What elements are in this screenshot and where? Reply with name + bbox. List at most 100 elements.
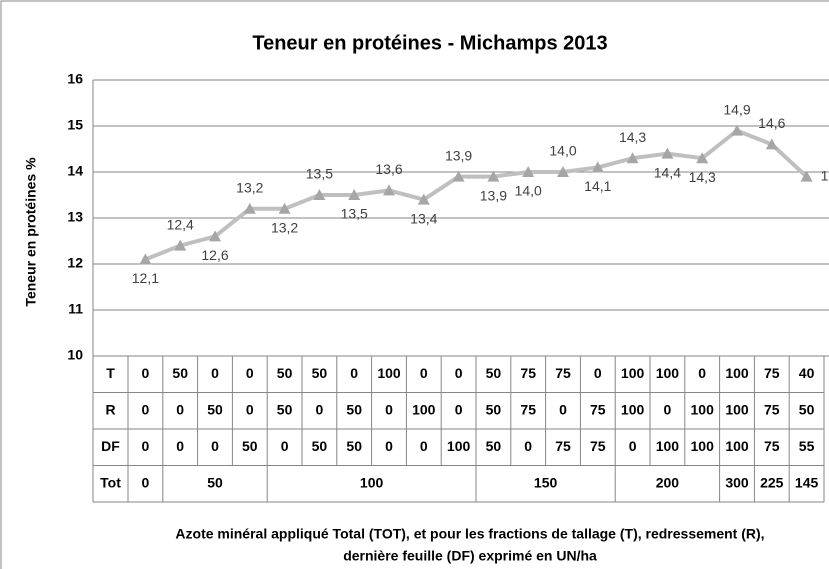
data-label: 14,1 [584, 178, 611, 194]
table-cell: 100 [412, 401, 436, 417]
marker [800, 170, 813, 182]
table-cell: 100 [656, 438, 680, 454]
table-total: 145 [795, 474, 819, 490]
data-label: 14,9 [723, 101, 750, 117]
table-cell: 50 [486, 401, 502, 417]
marker [626, 152, 639, 164]
row-label: T [106, 365, 115, 381]
marker [487, 170, 500, 182]
data-label: 13,5 [306, 166, 333, 182]
table-cell: 0 [142, 365, 150, 381]
data-label: 13,4 [410, 210, 437, 226]
table-cell: 0 [211, 438, 219, 454]
marker [348, 189, 361, 200]
table-cell: 0 [350, 365, 358, 381]
data-label: 13,5 [341, 206, 368, 222]
table-cell: 0 [594, 365, 602, 381]
table-cell: 50 [486, 438, 502, 454]
table-cell: 55 [799, 438, 815, 454]
marker [174, 239, 187, 251]
table-cell: 0 [385, 401, 393, 417]
data-label: 14,0 [515, 183, 542, 199]
table-cell: 0 [698, 365, 706, 381]
data-label: 13,9 [445, 147, 472, 163]
table-cell: 0 [559, 401, 567, 417]
table-cell: 0 [629, 438, 637, 454]
table-cell: 0 [176, 438, 184, 454]
table-cell: 50 [346, 401, 362, 417]
table-cell: 75 [520, 365, 536, 381]
table-cell: 0 [420, 365, 428, 381]
data-label: 12,4 [167, 216, 194, 232]
table-cell: 50 [312, 438, 328, 454]
table-total: 150 [534, 474, 558, 490]
table-cell: 100 [621, 401, 645, 417]
table-cell: 75 [590, 401, 606, 417]
chart-title: Teneur en protéines - Michamps 2013 [252, 32, 607, 54]
data-label: 12,1 [132, 270, 159, 286]
table-cell: 100 [656, 365, 680, 381]
table-cell: 0 [281, 438, 289, 454]
marker [313, 189, 326, 200]
table-cell: 75 [555, 365, 571, 381]
table-cell: 50 [346, 438, 362, 454]
table-cell: 0 [176, 401, 184, 417]
table-cell: 100 [725, 365, 749, 381]
table-cell: 50 [207, 401, 223, 417]
marker [417, 193, 430, 205]
table-total: 0 [142, 474, 150, 490]
table-cell: 0 [211, 365, 219, 381]
table-total: 300 [725, 474, 749, 490]
data-label: 14,4 [654, 164, 681, 180]
table-cell: 50 [277, 401, 293, 417]
y-tick-label: 11 [68, 301, 83, 317]
data-label: 13,6 [375, 161, 402, 177]
data-line [144, 128, 808, 262]
marker [209, 230, 221, 242]
table-total: 225 [760, 474, 784, 490]
table-cell: 0 [455, 365, 463, 381]
table-cell: 50 [312, 365, 328, 381]
table-cell: 75 [764, 401, 780, 417]
table-cell: 50 [486, 365, 502, 381]
marker [765, 138, 778, 150]
table-cell: 75 [764, 438, 780, 454]
y-tick-label: 12 [67, 255, 83, 271]
y-tick-label: 10 [67, 347, 83, 363]
table-cell: 0 [246, 401, 254, 417]
data-label: 13,2 [271, 220, 298, 236]
table-cell: 100 [691, 401, 715, 417]
table-cell: 100 [725, 438, 749, 454]
table-total: 50 [207, 474, 223, 490]
data-label: 12,6 [201, 247, 228, 263]
table-cell: 40 [799, 365, 815, 381]
x-axis-label: dernière feuille (DF) exprimé en UN/ha [343, 548, 597, 564]
x-axis-label: Azote minéral appliqué Total (TOT), et p… [175, 526, 764, 542]
table-cell: 0 [385, 438, 393, 454]
table-cell: 75 [590, 438, 606, 454]
marker [591, 161, 604, 173]
marker [278, 202, 291, 214]
data-label: 14,6 [758, 115, 785, 131]
data-label: 14,0 [549, 143, 576, 159]
table-cell: 100 [691, 438, 715, 454]
table-cell: 100 [621, 365, 645, 381]
data-label: 13,9 [821, 167, 829, 183]
marker [731, 124, 743, 136]
data-label: 13,9 [480, 187, 507, 203]
marker [661, 147, 674, 159]
data-label: 14,3 [689, 169, 716, 185]
y-tick-label: 14 [67, 163, 83, 179]
marker [557, 166, 569, 177]
table-cell: 50 [277, 365, 293, 381]
table-cell: 50 [242, 438, 258, 454]
table-cell: 0 [246, 365, 254, 381]
table-total: 100 [360, 474, 384, 490]
row-label: R [105, 401, 115, 417]
y-tick-label: 16 [67, 71, 83, 87]
row-label: Tot [100, 474, 121, 490]
table-cell: 0 [455, 401, 463, 417]
table-cell: 0 [316, 401, 324, 417]
table-cell: 0 [664, 401, 672, 417]
